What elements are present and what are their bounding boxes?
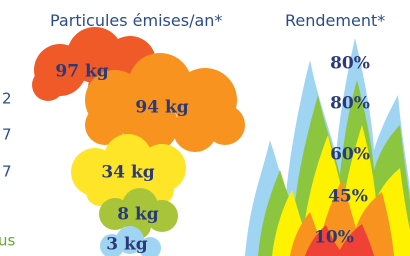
efficiency-title: Rendement* (285, 11, 385, 30)
particles-value: 94 kg (135, 98, 188, 118)
efficiency-value: 60% (330, 145, 370, 165)
particles-title: Particules émises/an* (50, 11, 222, 30)
particles-value: 34 kg (101, 163, 154, 183)
left-fragment: 2 (2, 90, 12, 108)
efficiency-value: 80% (330, 94, 370, 114)
efficiency-value: 80% (330, 54, 370, 74)
particles-value: 3 kg (106, 235, 148, 255)
infographic: Particules émises/an* Rendement* 2 7 7 u… (0, 0, 410, 256)
efficiency-value: 45% (328, 187, 368, 207)
left-fragment: 7 (2, 163, 12, 181)
efficiency-value: 10% (314, 228, 354, 248)
particles-value: 8 kg (117, 205, 159, 225)
particles-value: 97 kg (55, 62, 108, 82)
left-fragment: 7 (2, 126, 12, 144)
left-fragment: us (0, 232, 16, 250)
